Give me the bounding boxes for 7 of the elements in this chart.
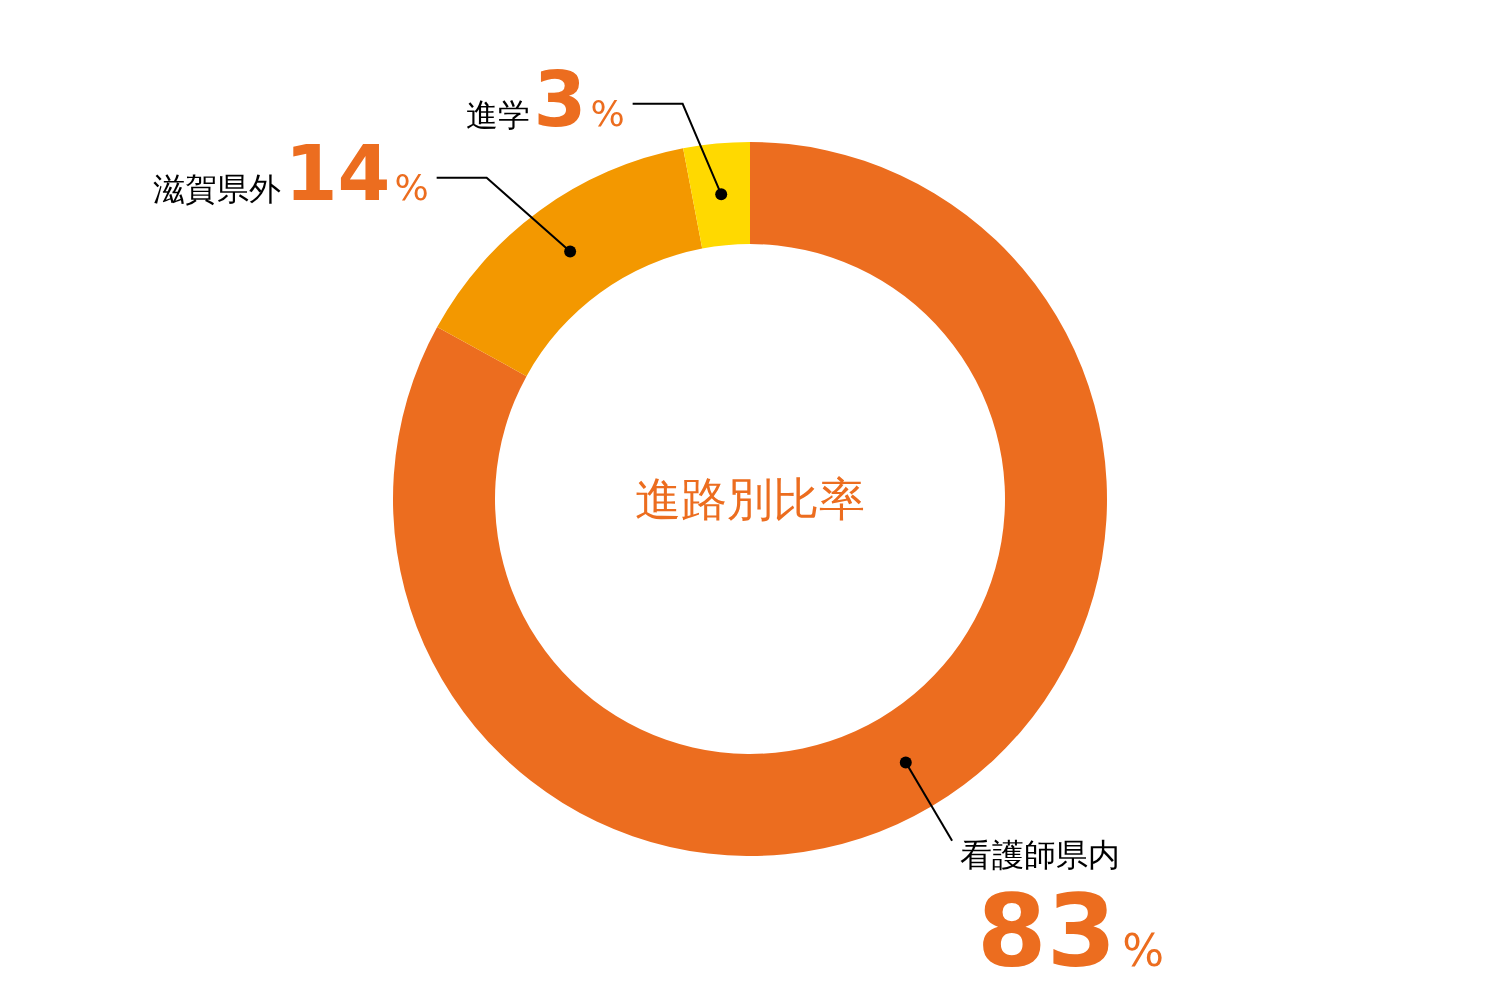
data-label: 3% <box>533 54 625 144</box>
slice-label: 看護師県内 <box>960 835 1121 874</box>
slice-label: 滋賀県外 <box>152 169 281 208</box>
data-label: 83% <box>977 872 1165 990</box>
slice-label: 進学 <box>465 95 530 134</box>
data-label: 14% <box>284 128 429 218</box>
title: 進路別比率 <box>635 472 865 526</box>
